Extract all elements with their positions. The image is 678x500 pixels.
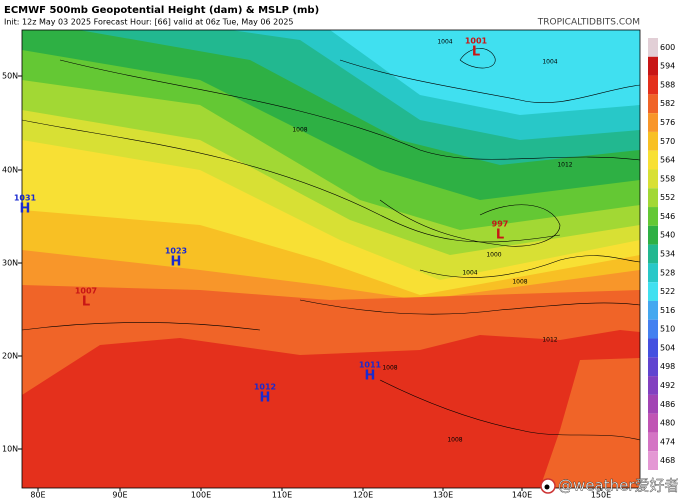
watermark-text: @weather爱好者: [558, 477, 678, 495]
pressure-letter: H: [20, 202, 31, 217]
colorbar-label: 504: [660, 343, 675, 352]
colorbar-label: 564: [660, 156, 675, 165]
lon-label: 90E: [112, 491, 127, 500]
colorbar-cell: [648, 56, 658, 76]
isobar-label: 1004: [437, 39, 452, 46]
pressure-letter: L: [472, 45, 480, 60]
colorbar-cell: [648, 150, 658, 170]
colorbar-cell: [648, 225, 658, 245]
colorbar-label: 528: [660, 268, 675, 277]
colorbar-cell: [648, 75, 658, 95]
colorbar-label: 582: [660, 99, 675, 108]
pressure-value: 997: [492, 220, 509, 229]
pressure-value: 1007: [75, 287, 97, 296]
site-name: TROPICALTIDBITS.COM: [537, 18, 640, 28]
pressure-letter: H: [171, 255, 182, 270]
colorbar-label: 534: [660, 250, 675, 259]
colorbar-label: 570: [660, 137, 675, 146]
isobar-label: 1000: [486, 252, 501, 259]
colorbar-cell: [648, 338, 658, 358]
colorbar-cell: [648, 113, 658, 132]
isobar-label: 1012: [542, 337, 557, 344]
colorbar-cell: [648, 188, 658, 208]
colorbar-label: 510: [660, 325, 675, 334]
colorbar-cell: [648, 207, 658, 226]
colorbar-cell: [648, 38, 658, 57]
colorbar-label: 576: [660, 118, 675, 127]
colorbar-cell: [648, 451, 658, 470]
lon-label: 140E: [512, 491, 532, 500]
pressure-value: 1023: [165, 247, 187, 256]
pressure-letter: L: [82, 295, 90, 310]
colorbar-label: 516: [660, 306, 675, 315]
map-subtitle: Init: 12z May 03 2025 Forecast Hour: [66…: [4, 18, 294, 27]
lat-label: 50N: [2, 72, 18, 81]
height-field: [22, 30, 640, 488]
colorbar-label: 480: [660, 419, 675, 428]
colorbar-cell: [648, 357, 658, 377]
colorbar-label: 546: [660, 212, 675, 221]
colorbar-cell: [648, 94, 658, 114]
map-title: ECMWF 500mb Geopotential Height (dam) & …: [4, 5, 319, 16]
colorbar-cell: [648, 413, 658, 433]
colorbar-label: 522: [660, 287, 675, 296]
pressure-value: 1031: [14, 194, 37, 203]
colorbar-label: 558: [660, 174, 675, 183]
map-frame: [21, 29, 641, 489]
colorbar-cell: [648, 394, 658, 414]
colorbar-label: 588: [660, 80, 675, 89]
lon-label: 80E: [30, 491, 45, 500]
pressure-value: 1012: [254, 383, 276, 392]
colorbar-label: 486: [660, 400, 675, 409]
colorbar-cell: [648, 300, 658, 320]
colorbar-cell: [648, 376, 658, 395]
colorbar-label: 552: [660, 193, 675, 202]
colorbar-label: 594: [660, 62, 675, 71]
lat-label: 40N: [2, 166, 18, 175]
colorbar-cell: [648, 432, 658, 452]
colorbar-label: 540: [660, 231, 675, 240]
colorbar-label: 498: [660, 362, 675, 371]
lat-label: 10N: [2, 445, 18, 454]
lon-label: 130E: [433, 491, 453, 500]
colorbar-cell: [648, 169, 658, 189]
isobar-label: 1008: [447, 437, 462, 444]
colorbar-label: 468: [660, 456, 675, 465]
pressure-letter: H: [365, 369, 376, 384]
isobar-label: 1004: [542, 59, 557, 66]
isobar-label: 1012: [557, 162, 572, 169]
pressure-value: 1001: [465, 37, 488, 46]
lon-label: 100E: [191, 491, 211, 500]
colorbar-cell: [648, 282, 658, 301]
colorbar-label: 600: [660, 43, 675, 52]
isobar-label: 1008: [512, 279, 527, 286]
colorbar-label: 492: [660, 381, 675, 390]
colorbar-cell: [648, 244, 658, 264]
lon-label: 150E: [591, 491, 611, 500]
isobar-label: 1004: [462, 270, 477, 277]
lat-label: 20N: [2, 352, 18, 361]
pressure-letter: L: [496, 228, 504, 243]
colorbar-cell: [648, 131, 658, 151]
colorbar-cell: [648, 263, 658, 283]
lon-label: 110E: [272, 491, 292, 500]
isobar-label: 1008: [382, 365, 397, 372]
isobar-label: 1008: [292, 127, 307, 134]
lat-label: 30N: [2, 259, 18, 268]
lon-label: 120E: [353, 491, 373, 500]
watermark: @weather爱好者: [540, 476, 678, 495]
colorbar-cell: [648, 319, 658, 339]
pressure-letter: H: [260, 391, 271, 406]
pressure-value: 1011: [359, 361, 382, 370]
colorbar-label: 474: [660, 437, 675, 446]
